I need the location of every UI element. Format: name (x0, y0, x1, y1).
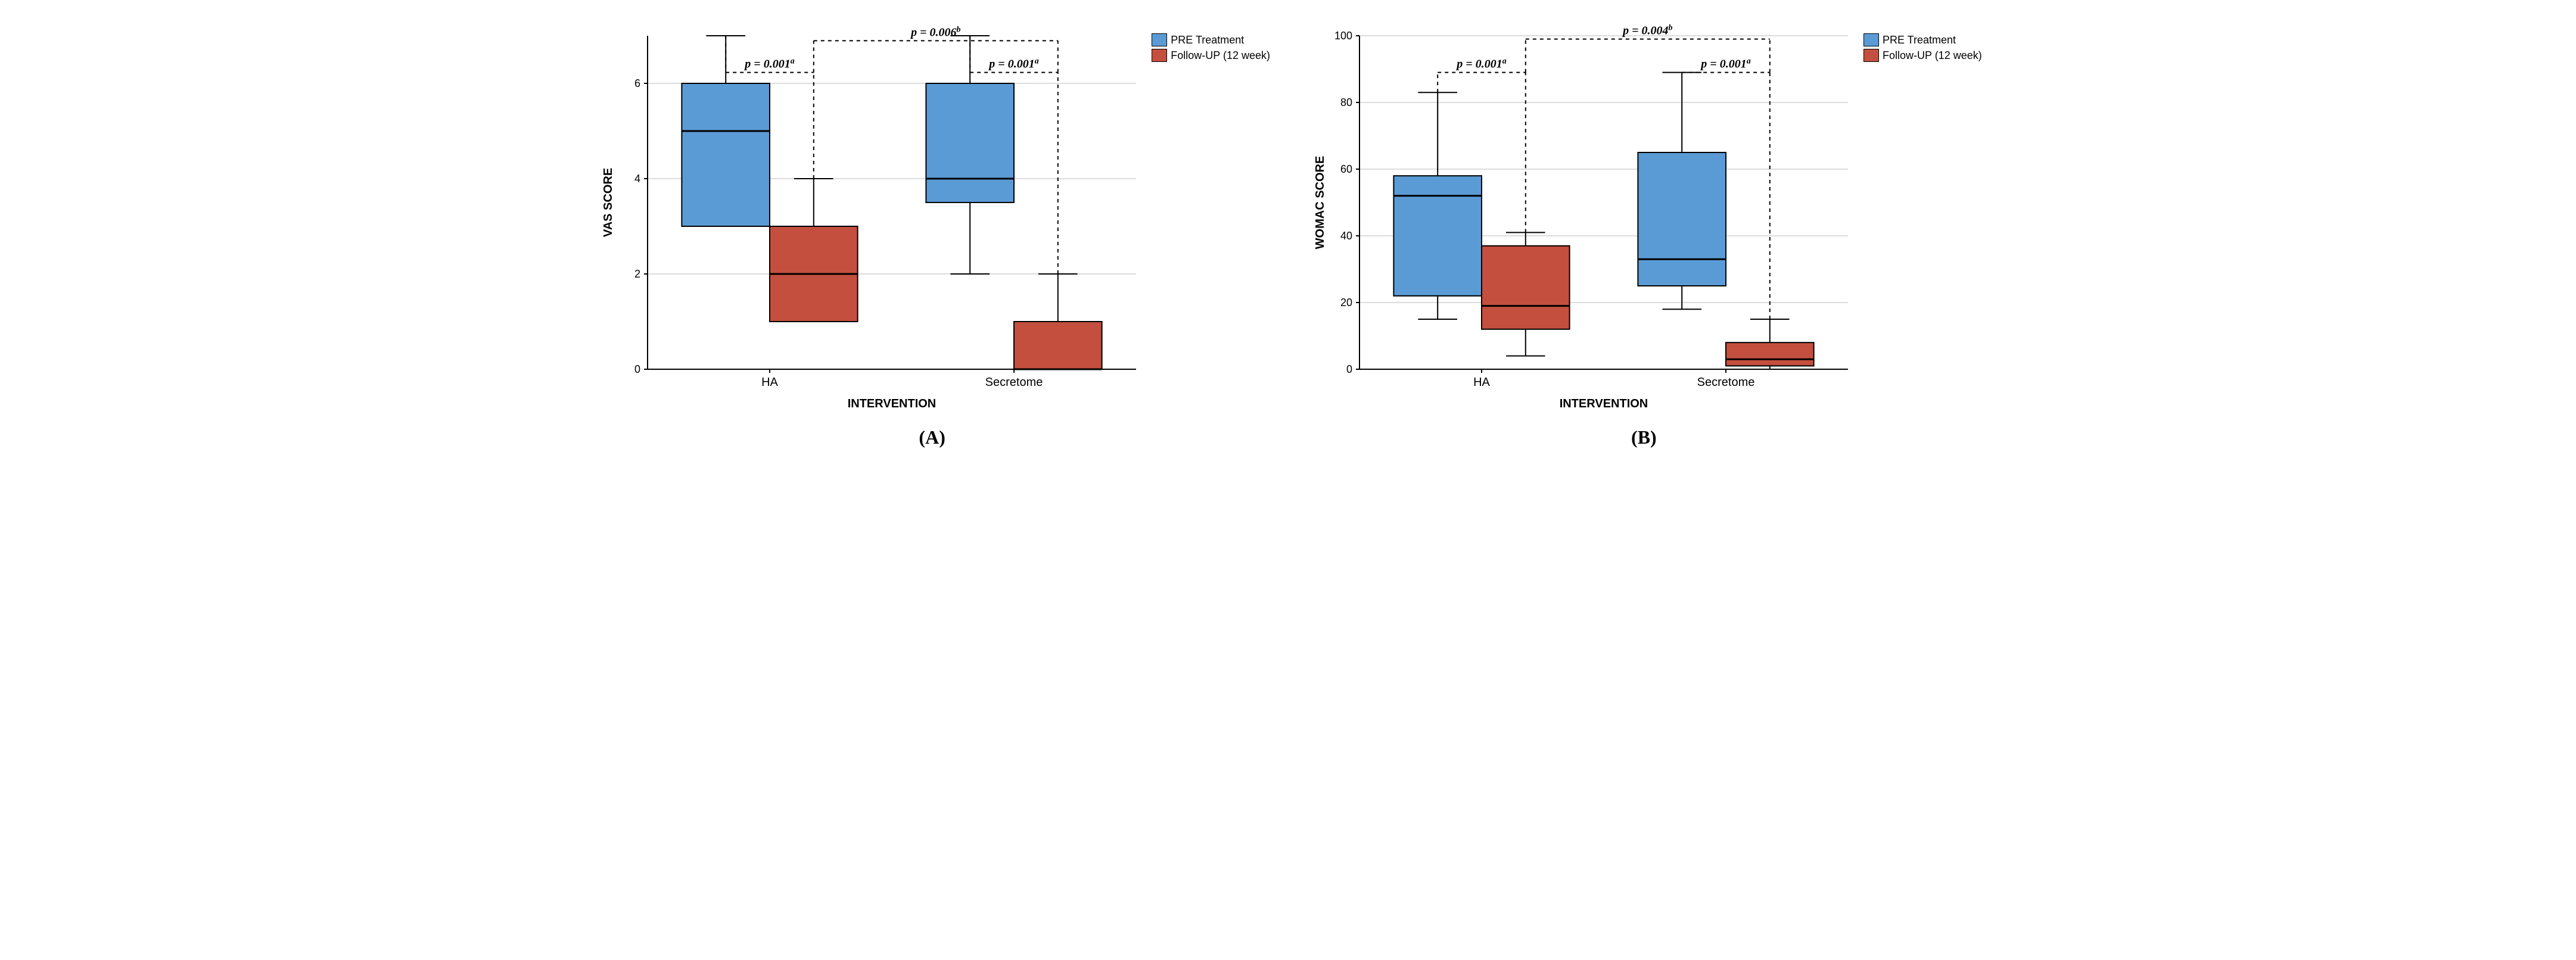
legend-pre-label-b: PRE Treatment (1883, 34, 1956, 46)
svg-text:0: 0 (634, 363, 640, 375)
svg-text:2: 2 (634, 268, 640, 280)
svg-text:INTERVENTION: INTERVENTION (848, 397, 937, 410)
svg-text:40: 40 (1340, 230, 1352, 242)
figure-container: 0 2 4 6 VAS SCORE HA Secretome INTERVENTION p = … (0, 0, 2576, 472)
legend-post-label: Follow-UP (12 week) (1171, 49, 1270, 62)
legend-pre-label: PRE Treatment (1171, 34, 1244, 46)
panel-b-holder: 0 20 40 60 80 100 WOMAC SCORE HA Secretome INTERV… (1306, 12, 1982, 423)
legend-post-row: Follow-UP (12 week) (1152, 49, 1270, 62)
legend-swatch-pre-b (1863, 33, 1879, 46)
legend-swatch-pre (1152, 33, 1167, 46)
svg-text:0: 0 (1346, 363, 1352, 375)
svg-text:100: 100 (1334, 30, 1352, 42)
svg-text:Secretome: Secretome (1697, 376, 1755, 389)
svg-text:p = 0.001a: p = 0.001a (988, 57, 1039, 71)
legend-pre-row-b: PRE Treatment (1863, 33, 1982, 46)
svg-text:p = 0.001a: p = 0.001a (1700, 57, 1750, 71)
legend-a: PRE Treatment Follow-UP (12 week) (1152, 33, 1270, 62)
svg-text:HA: HA (1473, 376, 1490, 389)
svg-text:HA: HA (761, 376, 778, 389)
panel-b-svg: 0 20 40 60 80 100 WOMAC SCORE HA Secretome INTERV… (1306, 12, 1860, 423)
legend-post-label-b: Follow-UP (12 week) (1883, 49, 1982, 62)
svg-text:4: 4 (634, 173, 640, 185)
legend-swatch-post-b (1863, 49, 1879, 62)
legend-b: PRE Treatment Follow-UP (12 week) (1863, 33, 1982, 62)
svg-text:p = 0.001a: p = 0.001a (744, 57, 795, 71)
svg-text:80: 80 (1340, 96, 1352, 108)
svg-text:WOMAC SCORE: WOMAC SCORE (1314, 156, 1327, 250)
panel-a: 0 2 4 6 VAS SCORE HA Secretome INTERVENTION p = … (594, 12, 1270, 448)
panel-b-label: (B) (1631, 426, 1657, 448)
svg-text:60: 60 (1340, 163, 1352, 175)
svg-text:Secretome: Secretome (985, 376, 1043, 389)
svg-text:6: 6 (634, 77, 640, 89)
svg-text:INTERVENTION: INTERVENTION (1560, 397, 1648, 410)
panel-b: 0 20 40 60 80 100 WOMAC SCORE HA Secretome INTERV… (1306, 12, 1982, 448)
legend-post-row-b: Follow-UP (12 week) (1863, 49, 1982, 62)
panel-a-label: (A) (919, 426, 945, 448)
legend-pre-row: PRE Treatment (1152, 33, 1270, 46)
svg-text:p = 0.004b: p = 0.004b (1622, 23, 1672, 38)
legend-swatch-post (1152, 49, 1167, 62)
svg-text:p = 0.001a: p = 0.001a (1455, 57, 1506, 71)
svg-text:p = 0.006b: p = 0.006b (910, 25, 960, 39)
panel-a-svg: 0 2 4 6 VAS SCORE HA Secretome INTERVENTION p = … (594, 12, 1148, 423)
svg-text:20: 20 (1340, 297, 1352, 308)
panel-a-holder: 0 2 4 6 VAS SCORE HA Secretome INTERVENTION p = … (594, 12, 1270, 423)
svg-text:VAS SCORE: VAS SCORE (602, 168, 615, 237)
